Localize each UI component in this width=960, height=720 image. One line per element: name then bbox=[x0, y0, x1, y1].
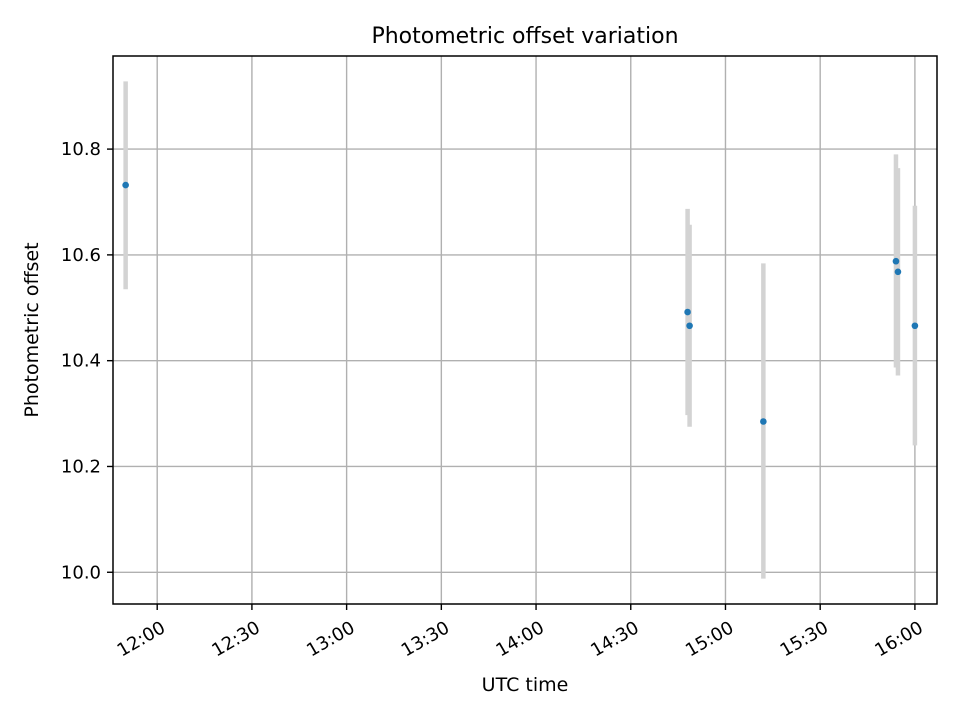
data-point bbox=[895, 269, 902, 276]
x-tick-label: 15:30 bbox=[777, 617, 832, 661]
x-axis-label: UTC time bbox=[482, 674, 569, 696]
x-tick-label: 13:30 bbox=[398, 617, 453, 661]
data-point bbox=[686, 322, 693, 329]
x-tick-label: 12:00 bbox=[114, 617, 169, 661]
y-tick-label: 10.2 bbox=[61, 456, 101, 477]
y-axis-label: Photometric offset bbox=[21, 242, 43, 417]
y-axis-ticks: 10.0 10.2 10.4 10.6 10.8 bbox=[61, 139, 113, 583]
x-tick-label: 12:30 bbox=[208, 617, 263, 661]
chart-title: Photometric offset variation bbox=[371, 24, 678, 49]
y-tick-label: 10.4 bbox=[61, 351, 101, 372]
x-tick-label: 16:00 bbox=[871, 617, 926, 661]
x-tick-label: 15:00 bbox=[682, 617, 737, 661]
x-tick-label: 14:30 bbox=[587, 617, 642, 661]
x-tick-label: 13:00 bbox=[303, 617, 358, 661]
data-point bbox=[122, 182, 129, 189]
data-point bbox=[912, 322, 919, 329]
grid-lines bbox=[113, 56, 937, 604]
data-point-group bbox=[122, 182, 918, 425]
data-point bbox=[760, 418, 767, 425]
x-axis-ticks: 12:00 12:30 13:00 13:30 14:00 14:30 15:00 15:30… bbox=[114, 604, 927, 661]
y-tick-label: 10.8 bbox=[61, 139, 101, 160]
plot-frame bbox=[113, 56, 937, 604]
y-tick-label: 10.6 bbox=[61, 245, 101, 266]
x-tick-label: 14:00 bbox=[493, 617, 548, 661]
data-point bbox=[893, 258, 900, 265]
y-tick-label: 10.0 bbox=[61, 562, 101, 583]
errorbar-group bbox=[126, 81, 915, 578]
data-point bbox=[684, 309, 691, 316]
